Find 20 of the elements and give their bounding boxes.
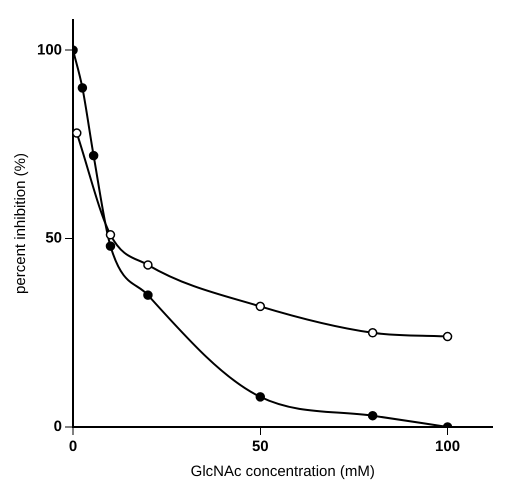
point bbox=[368, 328, 378, 338]
x-tick-label: 50 bbox=[252, 438, 269, 456]
y-tick-label: 0 bbox=[54, 418, 62, 436]
point bbox=[106, 230, 116, 240]
point bbox=[143, 260, 153, 270]
point bbox=[368, 410, 378, 420]
point bbox=[143, 290, 153, 300]
x-tick-label: 0 bbox=[68, 438, 78, 456]
point bbox=[78, 83, 88, 93]
point bbox=[256, 392, 266, 402]
y-tick-label: 50 bbox=[45, 230, 62, 247]
point bbox=[73, 128, 82, 138]
x-tick-label: 100 bbox=[435, 438, 460, 456]
y-tick-label: 100 bbox=[36, 41, 62, 58]
x-axis-title: GlcNAc concentration (mM) bbox=[190, 463, 375, 480]
point bbox=[106, 241, 116, 251]
point bbox=[442, 332, 452, 342]
point bbox=[256, 302, 266, 312]
point bbox=[88, 150, 98, 160]
y-axis-title: percent inhibition (%) bbox=[12, 153, 30, 294]
